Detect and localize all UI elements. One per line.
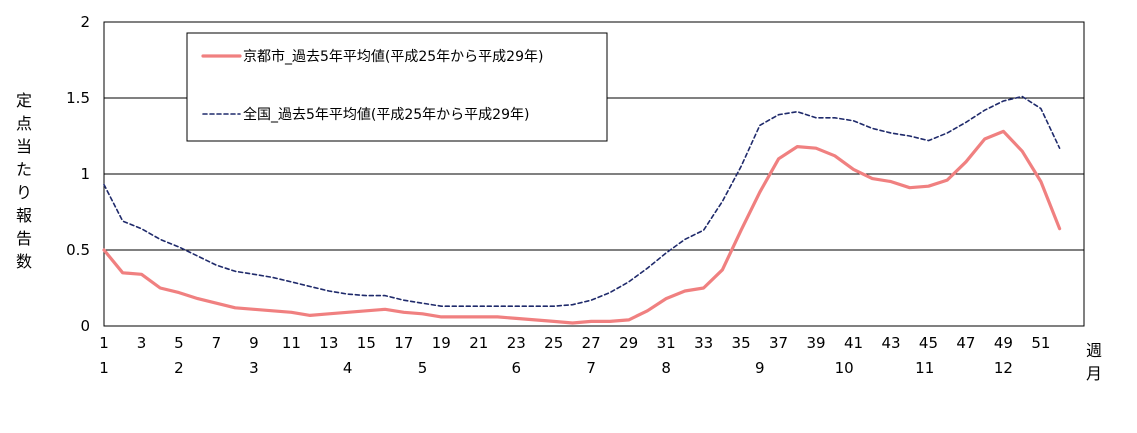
month-label: 3	[249, 359, 259, 377]
month-label: 5	[418, 359, 428, 377]
month-label: 1	[99, 359, 109, 377]
x-tick-label: 7	[212, 334, 222, 352]
month-labels: 1 2 3 4 5 6 7 8 9 10 11 12	[99, 359, 1013, 377]
x-tick-label: 37	[769, 334, 788, 352]
month-label: 12	[994, 359, 1013, 377]
x-tick-label: 47	[956, 334, 975, 352]
y-tick-labels: 0 0.5 1 1.5 2	[66, 13, 90, 335]
month-label: 6	[511, 359, 521, 377]
x-tick-label: 29	[619, 334, 638, 352]
y-tick-label: 0	[80, 317, 90, 335]
x-tick-label: 1	[99, 334, 109, 352]
x-tick-label: 13	[319, 334, 338, 352]
legend-label: 全国_過去5年平均値(平成25年から平成29年)	[243, 106, 529, 123]
x-tick-label: 11	[282, 334, 301, 352]
month-label: 11	[915, 359, 934, 377]
y-axis-label-char: 数	[16, 252, 32, 271]
x-tick-label: 3	[137, 334, 147, 352]
y-axis-label-char: 告	[16, 229, 32, 248]
y-tick-label: 1.5	[66, 89, 90, 107]
y-axis-label-char: 報	[16, 206, 32, 225]
series-line-national	[103, 95, 1061, 308]
x-tick-label: 15	[357, 334, 376, 352]
x-tick-label: 27	[582, 334, 601, 352]
x-tick-label: 43	[881, 334, 900, 352]
x-tick-label: 31	[657, 334, 676, 352]
series-line-kyoto	[102, 129, 1062, 325]
x-tick-label: 51	[1031, 334, 1050, 352]
y-axis-label-char: 当	[16, 137, 32, 156]
month-label: 7	[586, 359, 596, 377]
y-axis-label-char: り	[16, 183, 32, 202]
x-tick-label: 41	[844, 334, 863, 352]
series-layer	[102, 95, 1062, 325]
y-axis-label-char: た	[16, 160, 32, 179]
x-axis-label: 週月	[1086, 341, 1102, 383]
x-tick-label: 33	[694, 334, 713, 352]
month-label: 4	[343, 359, 353, 377]
x-tick-label: 49	[994, 334, 1013, 352]
x-tick-label: 25	[544, 334, 563, 352]
y-tick-label: 2	[80, 13, 90, 31]
x-tick-label: 39	[806, 334, 825, 352]
legend-box	[186, 32, 608, 142]
x-axis-label-char: 週	[1086, 341, 1102, 360]
legend: 京都市_過去5年平均値(平成25年から平成29年) 全国_過去5年平均値(平成25…	[186, 32, 608, 142]
x-tick-label: 17	[394, 334, 413, 352]
month-label: 8	[661, 359, 671, 377]
plot-frame	[103, 21, 1085, 327]
month-label: 9	[755, 359, 765, 377]
x-tick-labels: 1 3 5 7 9 11 13 15 17 19 21 23 25 27 29 31 33 35 37 39 41 43 4…	[99, 334, 1050, 352]
x-tick-label: 19	[432, 334, 451, 352]
x-tick-label: 21	[469, 334, 488, 352]
x-axis-label-char: 月	[1086, 364, 1102, 383]
x-tick-label: 45	[919, 334, 938, 352]
x-tick-label: 9	[249, 334, 259, 352]
legend-label: 京都市_過去5年平均値(平成25年から平成29年)	[243, 48, 543, 65]
x-tick-label: 35	[732, 334, 751, 352]
month-label: 10	[835, 359, 854, 377]
month-label: 2	[174, 359, 184, 377]
y-tick-label: 0.5	[66, 241, 90, 259]
y-tick-label: 1	[80, 165, 90, 183]
y-axis-label-char: 定	[16, 91, 32, 110]
x-tick-label: 23	[507, 334, 526, 352]
y-axis-label-char: 点	[16, 114, 32, 133]
x-tick-label: 5	[174, 334, 184, 352]
